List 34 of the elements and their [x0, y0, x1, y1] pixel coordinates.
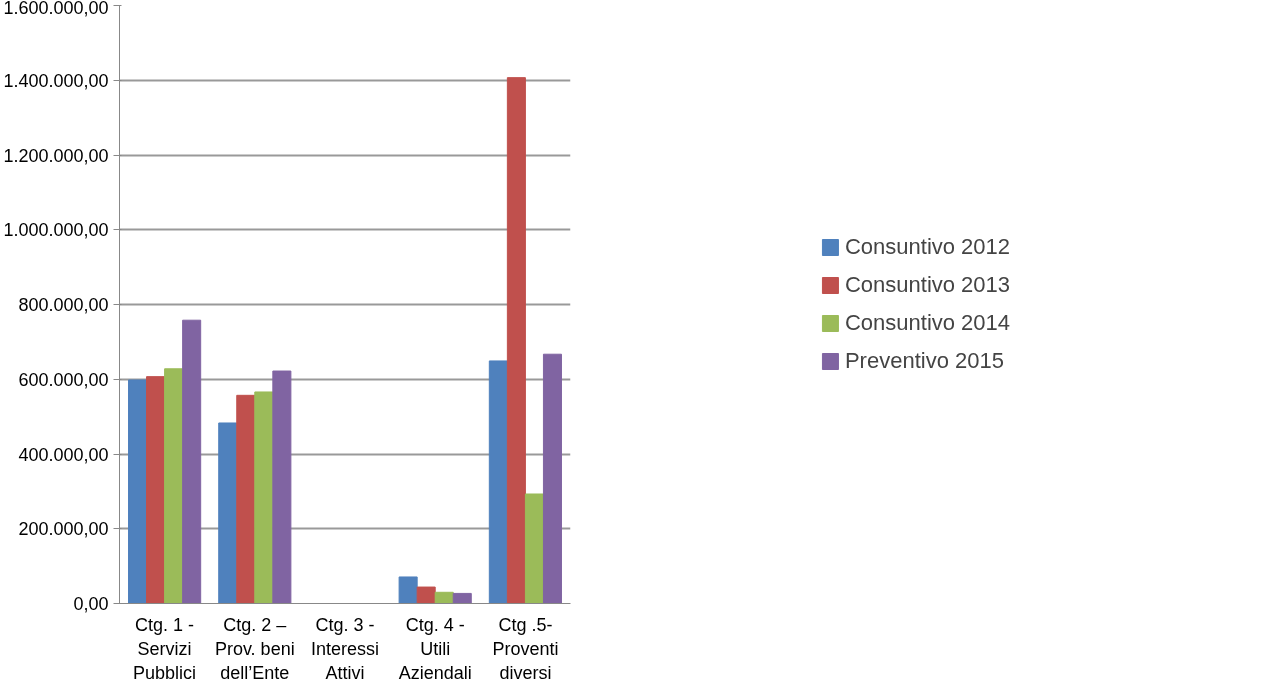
bar [272, 370, 292, 604]
y-tick-label: 0,00 [73, 594, 109, 614]
bar [254, 391, 274, 604]
bar [164, 368, 184, 604]
bar [452, 592, 472, 604]
bar [506, 77, 526, 604]
x-tick-label: Ctg. 4 - Utili Aziendali [398, 614, 472, 683]
bar [236, 394, 256, 604]
bar [488, 360, 508, 604]
y-tick-label: 400.000,00 [18, 444, 109, 465]
legend-label: Preventivo 2015 [844, 348, 1004, 374]
legend-label: Consuntivo 2013 [844, 272, 1011, 298]
bar [128, 379, 148, 604]
legend-label: Consuntivo 2014 [844, 310, 1011, 336]
y-tick-label: 1.600.000,00 [3, 0, 109, 18]
x-tick-label: Ctg .5- Proventi diversi [492, 614, 559, 683]
bar [416, 586, 436, 604]
y-tick-label: 600.000,00 [18, 369, 109, 390]
bar [146, 376, 166, 604]
y-tick-label: 200.000,00 [18, 519, 109, 540]
bar [542, 353, 562, 604]
bar [218, 422, 238, 604]
y-tick-label: 1.200.000,00 [3, 145, 109, 166]
bar [434, 591, 454, 604]
x-tick-label: Ctg. 2 – Prov. beni dell’Ente [214, 614, 295, 683]
y-tick-label: 800.000,00 [18, 295, 109, 315]
y-tick-label: 1.400.000,00 [3, 70, 109, 91]
legend-label: Consuntivo 2012 [844, 234, 1011, 260]
bar [398, 576, 418, 604]
y-tick-label: 1.000.000,00 [3, 220, 109, 241]
x-tick-label: Ctg. 3 - Interessi Attivi [310, 614, 380, 683]
bar [524, 493, 544, 604]
x-tick-label: Ctg. 1 - Servizi Pubblici [133, 614, 197, 683]
bar [182, 319, 202, 604]
